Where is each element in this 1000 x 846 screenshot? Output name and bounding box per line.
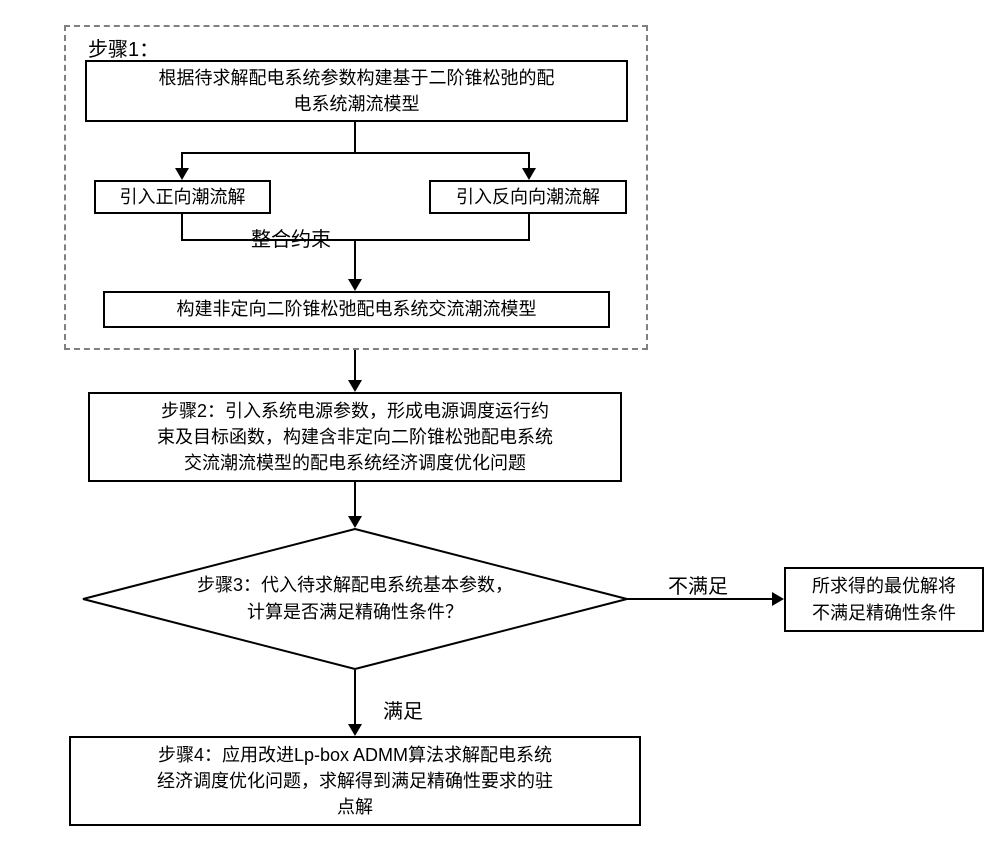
step1-left-box: 引入正向潮流解 bbox=[94, 180, 271, 214]
arrow-to-s2 bbox=[354, 350, 356, 382]
arrowhead-s1-bottom bbox=[348, 279, 362, 291]
step4-box: 步骤4：应用改进Lp-box ADMM算法求解配电系统 经济调度优化问题，求解得… bbox=[69, 736, 641, 826]
arrow-to-s3 bbox=[354, 482, 356, 518]
arrow-s1-merge-right bbox=[528, 214, 530, 240]
step3-diamond-text: 步骤3：代入待求解配电系统基本参数， 计算是否满足精确性条件？ bbox=[197, 572, 513, 626]
step2-box: 步骤2：引入系统电源参数，形成电源调度运行约 束及目标函数，构建含非定向二阶锥松… bbox=[88, 392, 622, 482]
arrowhead-s1-left bbox=[175, 168, 189, 180]
arrowhead-s3-yes bbox=[348, 724, 362, 736]
arrow-s1-merge-down bbox=[354, 241, 356, 281]
arrowhead-to-s3 bbox=[348, 516, 362, 528]
arrow-s1-merge-left bbox=[181, 214, 183, 240]
step3-yes-label: 满足 bbox=[383, 695, 423, 724]
step3-diamond: 步骤3：代入待求解配电系统基本参数， 计算是否满足精确性条件？ bbox=[82, 528, 628, 670]
arrowhead-s1-right bbox=[522, 168, 536, 180]
step1-merge-label: 整合约束 bbox=[251, 223, 331, 252]
arrowhead-s3-no bbox=[772, 592, 784, 606]
step3-no-box: 所求得的最优解将 不满足精确性条件 bbox=[784, 567, 984, 632]
arrow-s1-hsplit bbox=[181, 152, 530, 154]
arrowhead-to-s2 bbox=[348, 380, 362, 392]
step1-label: 步骤1： bbox=[88, 33, 159, 62]
arrow-s3-yes bbox=[354, 670, 356, 726]
step3-no-label: 不满足 bbox=[668, 570, 728, 599]
step1-top-box: 根据待求解配电系统参数构建基于二阶锥松弛的配 电系统潮流模型 bbox=[85, 60, 628, 122]
step1-right-box: 引入反向向潮流解 bbox=[429, 180, 627, 214]
arrow-s1-down bbox=[354, 122, 356, 152]
step1-bottom-box: 构建非定向二阶锥松弛配电系统交流潮流模型 bbox=[103, 291, 610, 328]
